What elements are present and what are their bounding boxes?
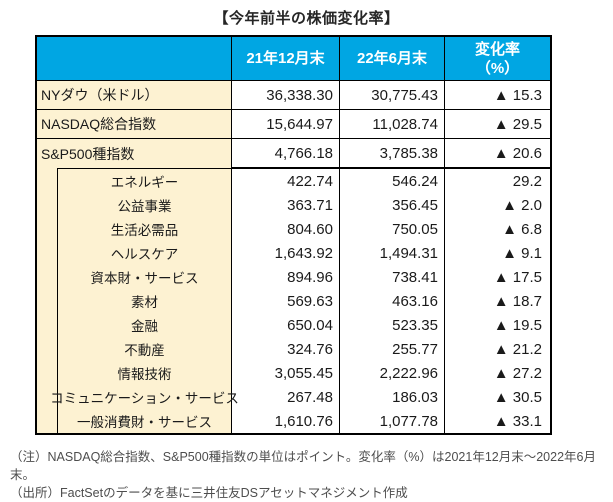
value-dec21: 4,766.18 (232, 139, 340, 168)
value-dec21: 36,338.30 (232, 81, 340, 109)
sector-row-it: 情報技術 3,055.45 2,222.96 ▲ 27.2 (58, 361, 550, 385)
value-dec21: 1,610.76 (232, 409, 340, 433)
page-title: 【今年前半の株価変化率】 (213, 10, 400, 27)
value-jun22: 546.24 (340, 169, 445, 193)
value-jun22: 11,028.74 (340, 110, 445, 138)
value-jun22: 1,494.31 (340, 241, 445, 265)
value-dec21: 569.63 (232, 289, 340, 313)
row-label: ヘルスケア (58, 241, 232, 265)
value-jun22: 30,775.43 (340, 81, 445, 109)
sector-row-energy: エネルギー 422.74 546.24 29.2 (58, 169, 550, 193)
value-dec21: 650.04 (232, 313, 340, 337)
row-label: NASDAQ総合指数 (37, 110, 232, 138)
row-label: 素材 (58, 289, 232, 313)
value-change: ▲ 29.5 (493, 115, 542, 133)
sector-row-discretionary: 一般消費財・サービス 1,610.76 1,077.78 ▲ 33.1 (58, 409, 550, 433)
value-dec21: 15,644.97 (232, 110, 340, 138)
value-jun22: 255.77 (340, 337, 445, 361)
value-jun22: 1,077.78 (340, 409, 445, 433)
value-jun22: 523.35 (340, 313, 445, 337)
row-label: 資本財・サービス (58, 265, 232, 289)
stock-change-table: 21年12月末 22年6月末 変化率 （%） NYダウ（米ドル） 36,338.… (35, 35, 552, 435)
value-dec21: 804.60 (232, 217, 340, 241)
header-blank (37, 37, 232, 80)
value-jun22: 463.16 (340, 289, 445, 313)
sector-table: エネルギー 422.74 546.24 29.2 公益事業 363.71 356… (50, 168, 550, 433)
row-label: S&P500種指数 (37, 139, 232, 168)
row-label: エネルギー (58, 169, 232, 193)
header-change-rate-line1: 変化率 (474, 40, 520, 58)
footnote-note: （注）NASDAQ総合指数、S&P500種指数の単位はポイント。変化率（%）は2… (10, 450, 596, 482)
sector-row-financials: 金融 650.04 523.35 ▲ 19.5 (58, 313, 550, 337)
header-jun22: 22年6月末 (340, 37, 445, 80)
value-change: 29.2 (512, 172, 542, 190)
value-dec21: 1,643.92 (232, 241, 340, 265)
index-row-sp500: S&P500種指数 4,766.18 3,785.38 ▲ 20.6 (37, 139, 550, 168)
value-change: ▲ 2.0 (502, 196, 542, 214)
header-change-rate-line2: （%） (475, 59, 520, 77)
sector-row-industrials: 資本財・サービス 894.96 738.41 ▲ 17.5 (58, 265, 550, 289)
value-dec21: 324.76 (232, 337, 340, 361)
sector-row-communication: コミュニケーション・サービス 267.48 186.03 ▲ 30.5 (50, 385, 550, 409)
row-label: 金融 (58, 313, 232, 337)
index-row-nydow: NYダウ（米ドル） 36,338.30 30,775.43 ▲ 15.3 (37, 81, 550, 110)
footnotes: （注）NASDAQ総合指数、S&P500種指数の単位はポイント。変化率（%）は2… (10, 448, 613, 502)
value-dec21: 3,055.45 (232, 361, 340, 385)
value-change: ▲ 33.1 (493, 412, 542, 430)
header-dec21: 21年12月末 (232, 37, 340, 80)
value-change: ▲ 18.7 (493, 292, 542, 310)
value-jun22: 750.05 (340, 217, 445, 241)
sector-row-materials: 素材 569.63 463.16 ▲ 18.7 (58, 289, 550, 313)
value-dec21: 422.74 (232, 169, 340, 193)
value-dec21: 894.96 (232, 265, 340, 289)
value-jun22: 3,785.38 (340, 139, 445, 168)
value-change: ▲ 20.6 (445, 139, 550, 168)
table-header-row: 21年12月末 22年6月末 変化率 （%） (37, 37, 550, 81)
value-jun22: 738.41 (340, 265, 445, 289)
value-change: ▲ 15.3 (493, 86, 542, 104)
row-label: 生活必需品 (58, 217, 232, 241)
value-change: ▲ 27.2 (493, 364, 542, 382)
footnote-source: （出所）FactSetのデータを基に三井住友DSアセットマネジメント作成 (10, 486, 408, 500)
value-jun22: 186.03 (340, 385, 445, 409)
value-change: ▲ 30.5 (493, 388, 542, 406)
value-change: ▲ 21.2 (493, 340, 542, 358)
row-label: 公益事業 (58, 193, 232, 217)
header-change-rate: 変化率 （%） (445, 37, 550, 80)
row-label: コミュニケーション・サービス (50, 385, 239, 409)
value-change: ▲ 17.5 (493, 268, 542, 286)
value-change: ▲ 19.5 (493, 316, 542, 334)
sector-row-realestate: 不動産 324.76 255.77 ▲ 21.2 (58, 337, 550, 361)
row-label: 不動産 (58, 337, 232, 361)
value-dec21: 267.48 (232, 385, 340, 409)
row-label: NYダウ（米ドル） (37, 81, 232, 109)
index-row-nasdaq: NASDAQ総合指数 15,644.97 11,028.74 ▲ 29.5 (37, 110, 550, 139)
sector-block: エネルギー 422.74 546.24 29.2 公益事業 363.71 356… (37, 168, 550, 433)
value-change: ▲ 9.1 (502, 244, 542, 262)
row-label: 情報技術 (58, 361, 232, 385)
value-dec21: 363.71 (232, 193, 340, 217)
sector-row-utilities: 公益事業 363.71 356.45 ▲ 2.0 (58, 193, 550, 217)
sector-row-staples: 生活必需品 804.60 750.05 ▲ 6.8 (58, 217, 550, 241)
value-jun22: 2,222.96 (340, 361, 445, 385)
sector-row-healthcare: ヘルスケア 1,643.92 1,494.31 ▲ 9.1 (58, 241, 550, 265)
sector-indent-gutter (37, 168, 57, 433)
row-label: 一般消費財・サービス (58, 409, 232, 433)
value-change: ▲ 6.8 (502, 220, 542, 238)
value-jun22: 356.45 (340, 193, 445, 217)
